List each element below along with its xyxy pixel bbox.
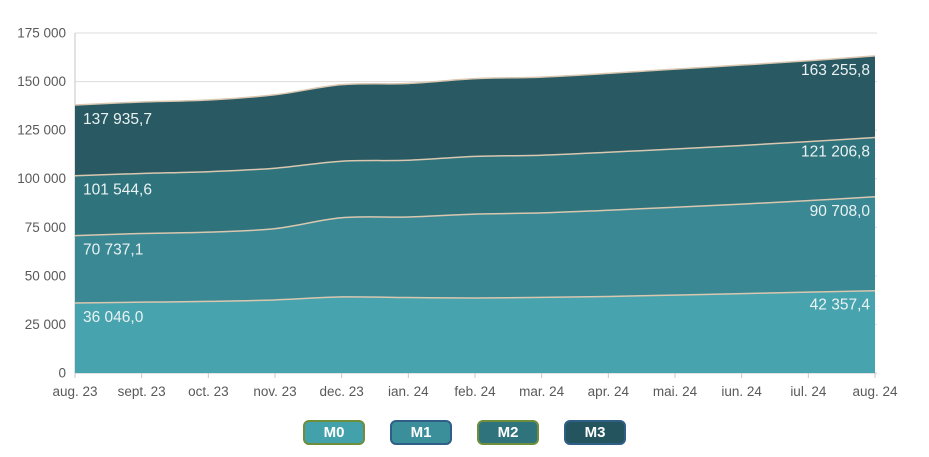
x-tick-label: dec. 23 [320, 384, 364, 399]
series-last-value-M0: 42 357,4 [810, 297, 871, 314]
x-tick-label: mar. 24 [519, 384, 565, 399]
series-last-value-M3: 163 255,8 [801, 62, 870, 79]
y-tick-label: 75 000 [25, 220, 66, 235]
x-tick-label: nov. 23 [253, 384, 296, 399]
monetary-aggregates-chart: 0 25 000 50 000 75 000 100 000 125 000 150 000… [17, 26, 898, 400]
chart-canvas: 0 25 000 50 000 75 000 100 000 125 000 150 000… [17, 26, 898, 400]
legend-item-m3[interactable]: M3 [564, 420, 626, 445]
x-tick-label: iul. 24 [790, 384, 827, 399]
series-last-value-M1: 90 708,0 [810, 203, 871, 220]
series-line-M2 [74, 136, 876, 177]
y-tick-label: 0 [58, 366, 66, 381]
y-tick-label: 125 000 [17, 123, 66, 138]
x-tick-label: apr. 24 [588, 384, 630, 399]
x-tick-label: oct. 23 [188, 384, 229, 399]
x-tick-label: mai. 24 [653, 384, 698, 399]
series-line-M0 [74, 289, 876, 304]
y-tick-label: 175 000 [17, 26, 66, 41]
legend-item-m2[interactable]: M2 [477, 420, 539, 445]
series-first-value-M2: 101 544,6 [83, 182, 152, 199]
y-tick-label: 25 000 [25, 317, 66, 332]
x-tick-label: ian. 24 [388, 384, 429, 399]
x-tick-label: aug. 24 [852, 384, 898, 399]
series-last-value-M2: 121 206,8 [801, 144, 870, 161]
x-tick-label: sept. 23 [118, 384, 166, 399]
y-tick-label: 50 000 [25, 268, 66, 283]
series-first-value-M0: 36 046,0 [83, 309, 144, 326]
series-line-M3 [74, 55, 876, 106]
legend-item-m1[interactable]: M1 [390, 420, 452, 445]
x-tick-label: iun. 24 [721, 384, 762, 399]
y-tick-label: 150 000 [17, 74, 66, 89]
legend-item-m0[interactable]: M0 [303, 420, 365, 445]
y-tick-label: 100 000 [17, 171, 66, 186]
series-first-value-M3: 137 935,7 [83, 111, 152, 128]
x-tick-label: feb. 24 [454, 384, 496, 399]
x-tick-label: aug. 23 [52, 384, 97, 399]
chart-legend: M0 M1 M2 M3 [0, 420, 929, 445]
series-area-M0[interactable] [75, 290, 875, 373]
series-first-value-M1: 70 737,1 [83, 242, 143, 259]
series-line-M1 [74, 196, 876, 237]
